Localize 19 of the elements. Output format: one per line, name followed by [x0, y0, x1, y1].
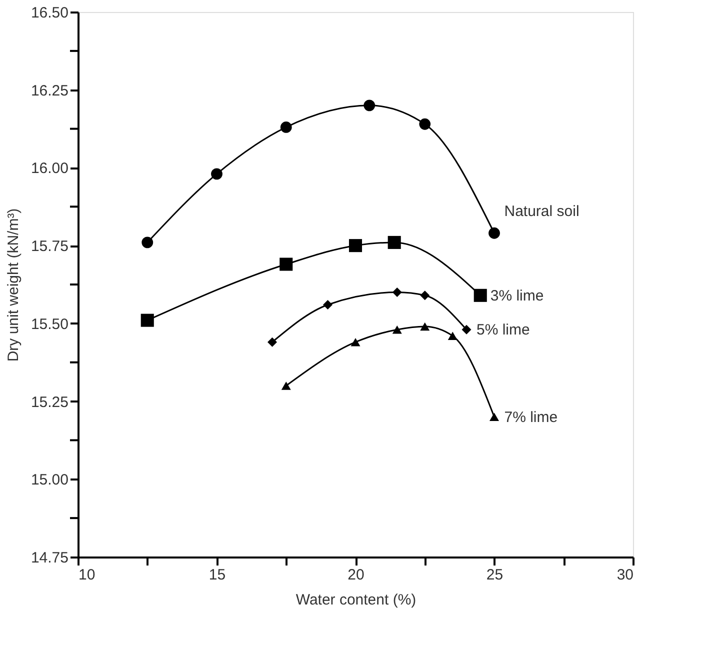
series-label: 7% lime — [504, 408, 558, 426]
y-tick-label: 16.25 — [30, 82, 68, 100]
y-tick-label: 14.75 — [30, 550, 68, 566]
series-label: 3% lime — [490, 287, 544, 304]
series-label: Natural soil — [504, 203, 580, 220]
y-tick-label: 16.50 — [30, 4, 68, 22]
x-tick-label: 15 — [208, 566, 226, 584]
y-tick-label: 16.00 — [30, 160, 68, 178]
x-tick-label: 25 — [486, 566, 504, 584]
y-tick-label: 15.50 — [30, 316, 68, 333]
series-label: 5% lime — [476, 322, 530, 339]
y-tick-label: 15.25 — [30, 394, 68, 411]
y-tick-label: 15.75 — [30, 238, 68, 256]
x-axis-title: Water content (%) — [296, 592, 416, 608]
x-tick-label: 20 — [348, 566, 364, 584]
x-tick-label: 10 — [78, 566, 96, 584]
x-tick-label: 30 — [616, 566, 634, 584]
y-axis-title: Dry unit weight (kN/m³) — [4, 208, 22, 362]
y-tick-label: 15.00 — [30, 472, 68, 489]
